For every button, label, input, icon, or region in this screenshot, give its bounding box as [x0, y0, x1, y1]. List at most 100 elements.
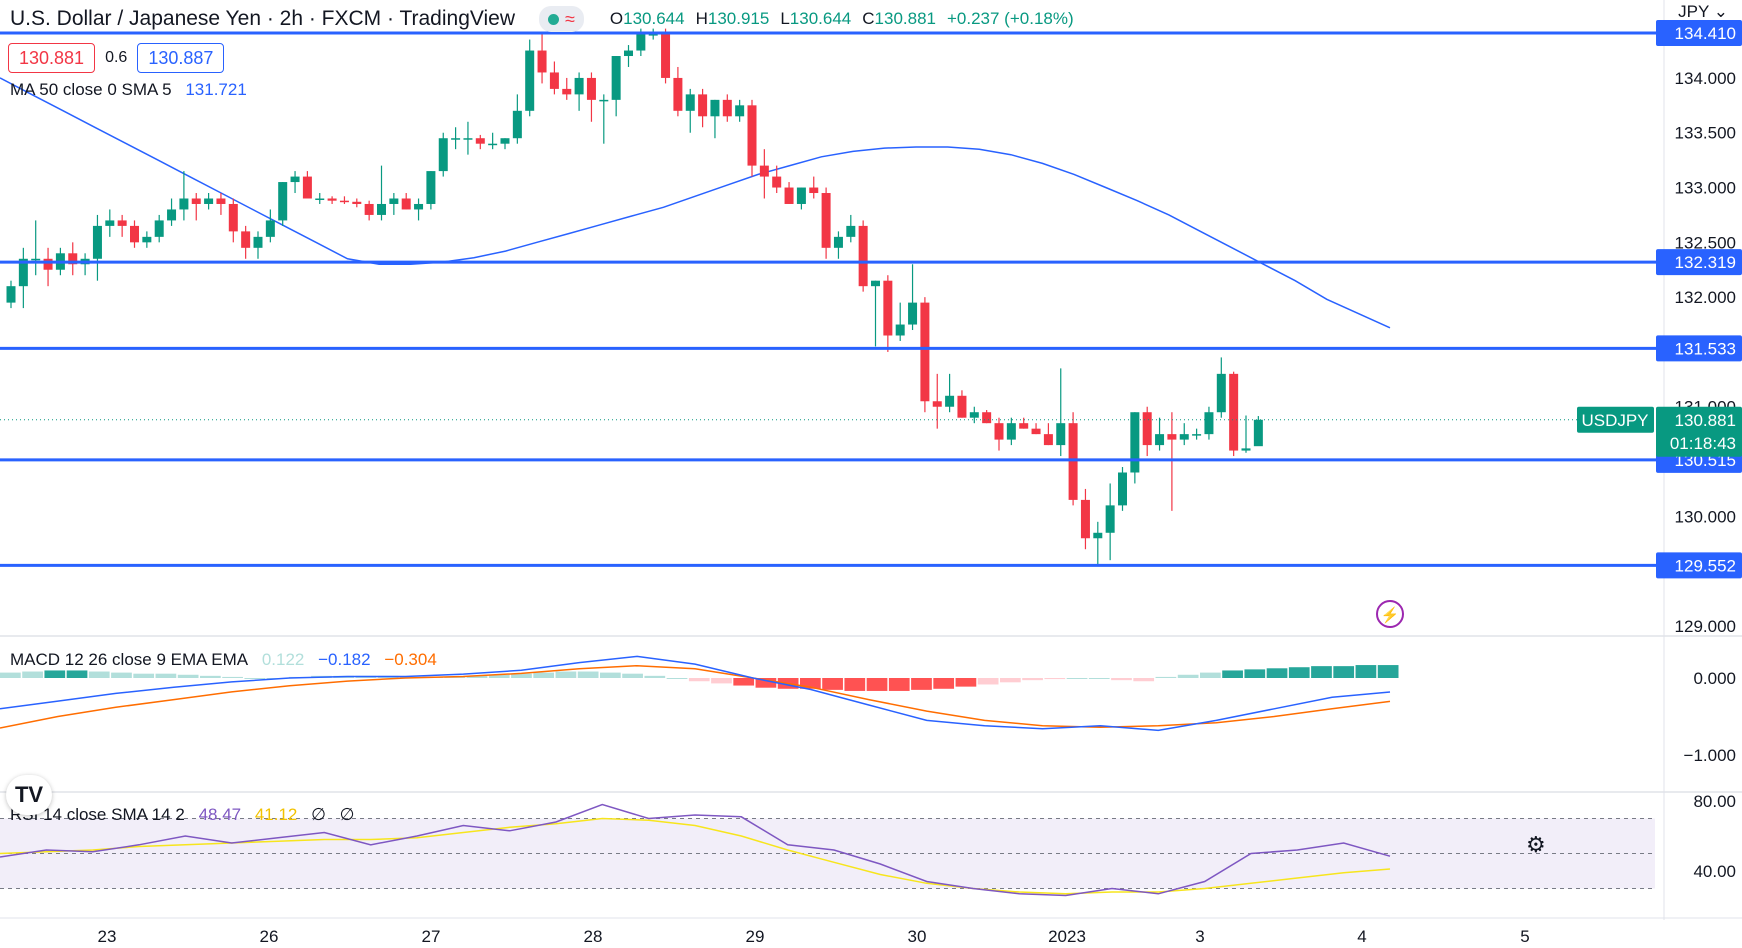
candle-body: [685, 94, 695, 111]
candle-body: [426, 171, 436, 204]
macd-histogram-bar: [66, 670, 88, 678]
macd-signal-line: [0, 664, 1391, 729]
ma-label: MA 50 close 0 SMA 5: [10, 80, 172, 99]
market-status-pill[interactable]: ≈: [539, 6, 584, 32]
candle-body: [1192, 434, 1202, 436]
candle-body: [932, 401, 942, 407]
macd-histogram-bar: [1333, 666, 1355, 678]
macd-histogram-bar: [1266, 668, 1288, 678]
macd-histogram-bar: [1377, 665, 1399, 678]
candle-body: [377, 203, 386, 215]
ma-legend[interactable]: MA 50 close 0 SMA 5 131.721: [10, 80, 256, 100]
candle-down: [759, 149, 769, 199]
candle-body: [1043, 434, 1053, 446]
candle-body: [1031, 428, 1041, 435]
candle-up: [1006, 417, 1016, 446]
candle-up: [500, 138, 510, 150]
ohlc-close: C130.881: [862, 9, 936, 28]
ma-value: 131.721: [185, 80, 247, 99]
macd-histogram-bar: [800, 678, 821, 689]
candle-down: [661, 28, 671, 84]
candle-down: [228, 198, 238, 243]
candle-body: [204, 198, 214, 204]
macd-histogram-bar: [1000, 678, 1021, 683]
candle-up: [1155, 417, 1165, 451]
candle-down: [957, 390, 967, 418]
candle-up: [142, 231, 152, 248]
ohlc-open: O130.644: [609, 9, 685, 28]
candle-body: [722, 99, 732, 117]
candle-body: [327, 198, 337, 201]
candle-up: [80, 253, 90, 276]
price-axis-tick: 133.500: [1675, 124, 1736, 143]
macd-histogram-bar: [866, 678, 888, 691]
candle-body: [747, 105, 757, 166]
candle-body: [1167, 434, 1177, 440]
time-axis-tick: 28: [584, 927, 603, 946]
candle-up: [846, 214, 856, 243]
candle-up: [389, 193, 399, 215]
macd-histogram-bar: [1288, 667, 1310, 678]
candle-up: [1253, 416, 1263, 447]
candle-up: [574, 72, 584, 111]
candle-body: [759, 165, 769, 177]
buy-button[interactable]: 130.887: [137, 43, 225, 73]
rsi-legend[interactable]: RSI 14 close SMA 14 2 48.47 41.12 ∅ ∅: [10, 805, 363, 825]
candle-down: [43, 247, 53, 287]
macd-legend[interactable]: MACD 12 26 close 9 EMA EMA 0.122 −0.182 …: [10, 650, 446, 670]
price-axis-tick: 130.000: [1675, 507, 1736, 526]
candle-body: [796, 187, 806, 204]
macd-histogram-bar: [888, 678, 910, 691]
macd-histogram-bar: [711, 678, 732, 684]
candle-up: [31, 220, 41, 276]
candle-body: [364, 203, 374, 215]
time-axis-tick: 3: [1195, 927, 1204, 946]
symbol-title[interactable]: U.S. Dollar / Japanese Yen · 2h · FXCM ·…: [10, 7, 516, 30]
candle-body: [858, 225, 868, 287]
candle-body: [809, 187, 819, 194]
candle-body: [586, 77, 596, 100]
candle-body: [290, 176, 300, 183]
candle-body: [661, 34, 671, 78]
candle-body: [117, 220, 127, 226]
candle-body: [1056, 423, 1066, 446]
candle-up: [204, 193, 214, 210]
macd-histogram-bar: [177, 674, 199, 678]
macd-histogram-bar: [533, 672, 555, 678]
candle-up: [253, 231, 263, 259]
currency-selector[interactable]: JPY ⌄: [1678, 2, 1728, 22]
candle-body: [315, 198, 325, 200]
macd-histogram-bar: [244, 678, 266, 679]
candle-body: [698, 94, 708, 117]
settings-gear-icon[interactable]: ⚙: [1526, 832, 1546, 857]
candle-up: [908, 264, 918, 331]
macd-histogram-bar: [1088, 678, 1110, 679]
macd-histogram-bar: [0, 672, 21, 678]
tradingview-logo-icon[interactable]: TV: [6, 775, 52, 815]
macd-histogram-bar: [488, 674, 510, 678]
rsi-sma-value: 41.12: [254, 805, 298, 824]
sell-button[interactable]: 130.881: [8, 43, 96, 73]
macd-histogram-bar: [955, 678, 977, 687]
level-price-label: 134.410: [1675, 24, 1736, 43]
macd-histogram-bar: [1177, 674, 1199, 678]
event-lightning-glyph: ⚡: [1381, 606, 1400, 624]
macd-histogram-bar: [466, 675, 488, 678]
candle-body: [216, 198, 226, 204]
macd-histogram-bar: [133, 673, 155, 678]
candle-down: [191, 193, 201, 221]
price-axis-tick: 129.000: [1675, 617, 1736, 636]
macd-histogram-bar: [755, 678, 777, 688]
candle-body: [1216, 373, 1226, 413]
candle-down: [537, 34, 547, 84]
candle-up: [105, 209, 115, 237]
candle-body: [438, 138, 448, 172]
candle-up: [895, 302, 905, 341]
ohlc-change: +0.237 (+0.18%): [946, 9, 1074, 28]
macd-histogram-bar: [600, 672, 621, 678]
candle-down: [549, 61, 559, 95]
candle-down: [216, 193, 226, 215]
candle-up: [599, 94, 609, 144]
macd-histogram-bar: [1044, 678, 1066, 680]
